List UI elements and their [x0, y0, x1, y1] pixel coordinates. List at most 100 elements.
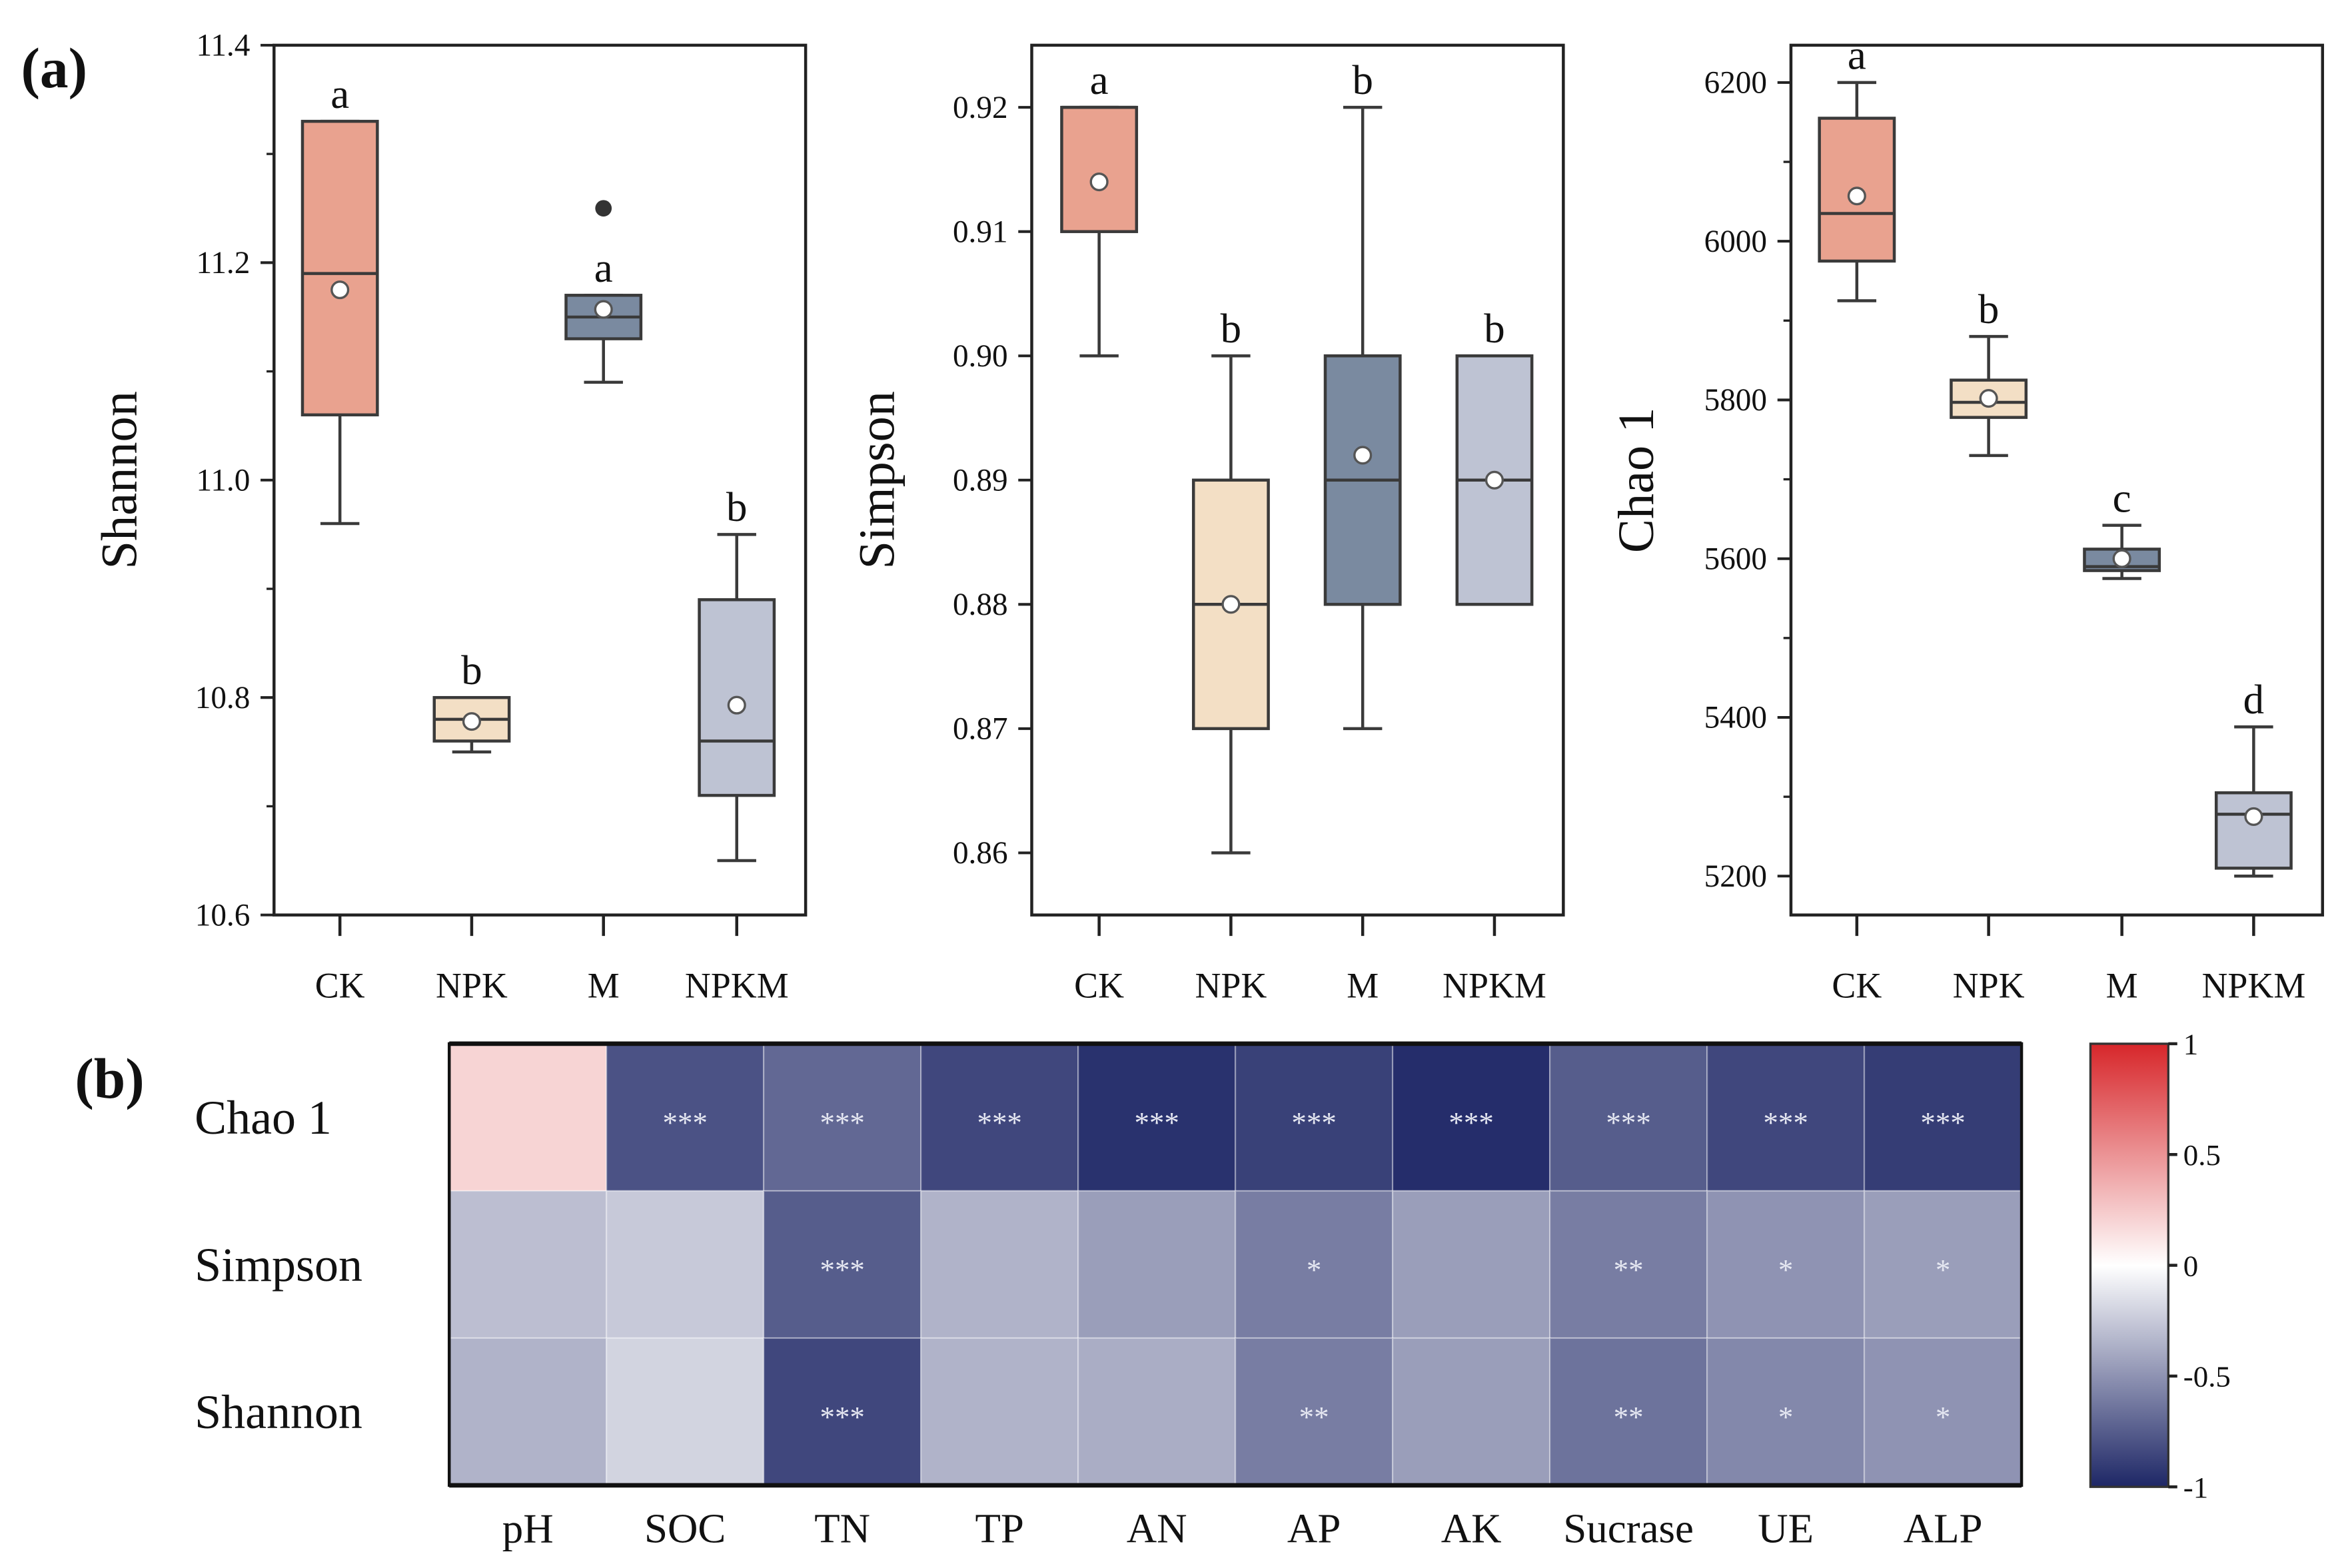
heatmap-cell — [1235, 1190, 1394, 1340]
box-ck: a — [1818, 32, 1896, 302]
heatmap-cell — [606, 1337, 765, 1487]
y-axis-title: Chao 1 — [1608, 407, 1664, 553]
mean-marker — [594, 300, 613, 319]
heatmap-cell — [1235, 1337, 1394, 1487]
y-tick-label: 11.2 — [196, 246, 250, 280]
heatmap-cell — [1392, 1190, 1551, 1340]
y-tick-label: 0.86 — [953, 836, 1008, 871]
mean-marker — [727, 695, 746, 715]
box-ck: a — [1060, 57, 1139, 358]
y-tick-label: 5400 — [1704, 701, 1767, 735]
heatmap-cell — [763, 1190, 922, 1340]
y-tick-label: 0.90 — [953, 339, 1008, 374]
significance-letter: b — [1978, 286, 1999, 332]
significance-letter: a — [1848, 32, 1866, 79]
significance-letter: b — [461, 647, 482, 693]
y-tick-label: 6200 — [1704, 66, 1767, 101]
box-m: a — [564, 200, 643, 384]
heatmap-cell — [920, 1337, 1079, 1487]
heatmap-cell — [1863, 1190, 2023, 1340]
significance-stars: *** — [1763, 1106, 1808, 1139]
iqr-box — [300, 119, 379, 417]
outlier-point — [595, 200, 612, 217]
heatmap-panel: Chao 1 *** *** *** *** *** *** *** *** ***Simpson… — [195, 1028, 2231, 1552]
y-tick-label: 0.88 — [953, 588, 1008, 622]
significance-letter: c — [2113, 474, 2131, 521]
heatmap-cell — [920, 1042, 1079, 1192]
x-tick-label: M — [1347, 965, 1379, 1005]
significance-stars: *** — [820, 1253, 864, 1286]
box-npk: b — [1950, 286, 2028, 458]
x-tick-label: M — [2106, 965, 2138, 1005]
x-tick-label: CK — [315, 965, 365, 1005]
significance-stars: ** — [1299, 1400, 1329, 1433]
panel-label-b: (b) — [75, 1048, 144, 1110]
mean-marker — [462, 712, 481, 731]
heatmap-cell — [448, 1337, 608, 1487]
mean-marker — [1979, 389, 1998, 408]
colorbar-tick-label: -1 — [2183, 1471, 2208, 1504]
heatmap-cell — [1392, 1042, 1551, 1192]
heatmap-cell — [448, 1190, 608, 1340]
significance-stars: ** — [1614, 1400, 1644, 1433]
colorbar — [2089, 1042, 2169, 1488]
y-axis-title: Shannon — [91, 391, 148, 569]
heatmap-column-label: AP — [1287, 1505, 1341, 1551]
colorbar-tick-label: 0.5 — [2183, 1138, 2221, 1172]
significance-stars: *** — [820, 1106, 864, 1139]
box-npkm: d — [2214, 676, 2293, 878]
significance-letter: a — [330, 71, 349, 117]
heatmap-column-label: ALP — [1904, 1505, 1983, 1551]
boxplot-panels: 10.610.811.011.211.4ShannonCKaNPKbMaNPKM… — [91, 29, 2325, 1005]
boxplot-simpson: 0.86 0.87 0.88 0.89 0.90 0.91 0.92 Simpson CK a NP… — [849, 43, 1565, 1005]
colorbar-tick-label: -0.5 — [2183, 1360, 2231, 1393]
y-axis-title: Simpson — [849, 391, 905, 570]
significance-letter: d — [2243, 676, 2264, 723]
y-tick-label: 10.8 — [195, 681, 251, 715]
heatmap-cell — [1077, 1337, 1237, 1487]
box-npk: b — [432, 647, 511, 754]
heatmap-cell — [606, 1042, 765, 1192]
iqr-box — [2214, 791, 2293, 870]
box-npk: b — [1191, 305, 1270, 855]
x-tick-label: NPKM — [1443, 965, 1546, 1005]
y-tick-label: 6000 — [1704, 224, 1767, 259]
y-tick-label: 0.91 — [953, 214, 1008, 249]
colorbar-tick-label: 1 — [2183, 1028, 2198, 1061]
heatmap-cell — [1077, 1190, 1237, 1340]
heatmap-cell — [448, 1042, 608, 1192]
mean-marker — [1221, 595, 1241, 614]
x-tick-label: NPKM — [2201, 965, 2305, 1005]
significance-stars: * — [1936, 1253, 1950, 1286]
significance-stars: *** — [1606, 1106, 1650, 1139]
boxplot-shannon: 10.6 10.8 11.0 11.2 11.4 Shannon CK a NPK b Ma NPKM… — [91, 29, 808, 1005]
heatmap-column-label: UE — [1758, 1505, 1814, 1551]
iqr-box — [1060, 105, 1139, 233]
heatmap-frame — [447, 1042, 2024, 1487]
mean-marker — [2112, 549, 2131, 568]
heatmap-column-label: AK — [1441, 1505, 1502, 1551]
heatmap-cell — [1706, 1042, 1866, 1192]
heatmap-row-label: Simpson — [195, 1238, 362, 1292]
box-m: b — [1323, 57, 1402, 731]
heatmap-cell — [1548, 1042, 1708, 1192]
heatmap-cell — [920, 1190, 1079, 1340]
heatmap-cell — [1548, 1190, 1708, 1340]
heatmap-column-label: TP — [975, 1505, 1023, 1551]
x-tick-label: M — [588, 965, 620, 1005]
box-ck: a — [300, 71, 379, 526]
y-tick-label: 5200 — [1704, 859, 1767, 894]
heatmap-cell — [1077, 1042, 1237, 1192]
significance-letter: b — [1352, 57, 1373, 103]
significance-stars: * — [1936, 1400, 1950, 1433]
mean-marker — [2244, 807, 2263, 826]
heatmap-row-label: Shannon — [195, 1385, 362, 1439]
x-tick-label: CK — [1832, 965, 1882, 1005]
significance-letter: a — [1090, 57, 1109, 103]
significance-letter: b — [1484, 305, 1504, 352]
mean-marker — [1484, 470, 1504, 490]
significance-stars: ** — [1614, 1253, 1644, 1286]
heatmap-cell — [1706, 1190, 1866, 1340]
heatmap-cell — [1706, 1337, 1866, 1487]
heatmap-column-label: pH — [502, 1505, 554, 1551]
